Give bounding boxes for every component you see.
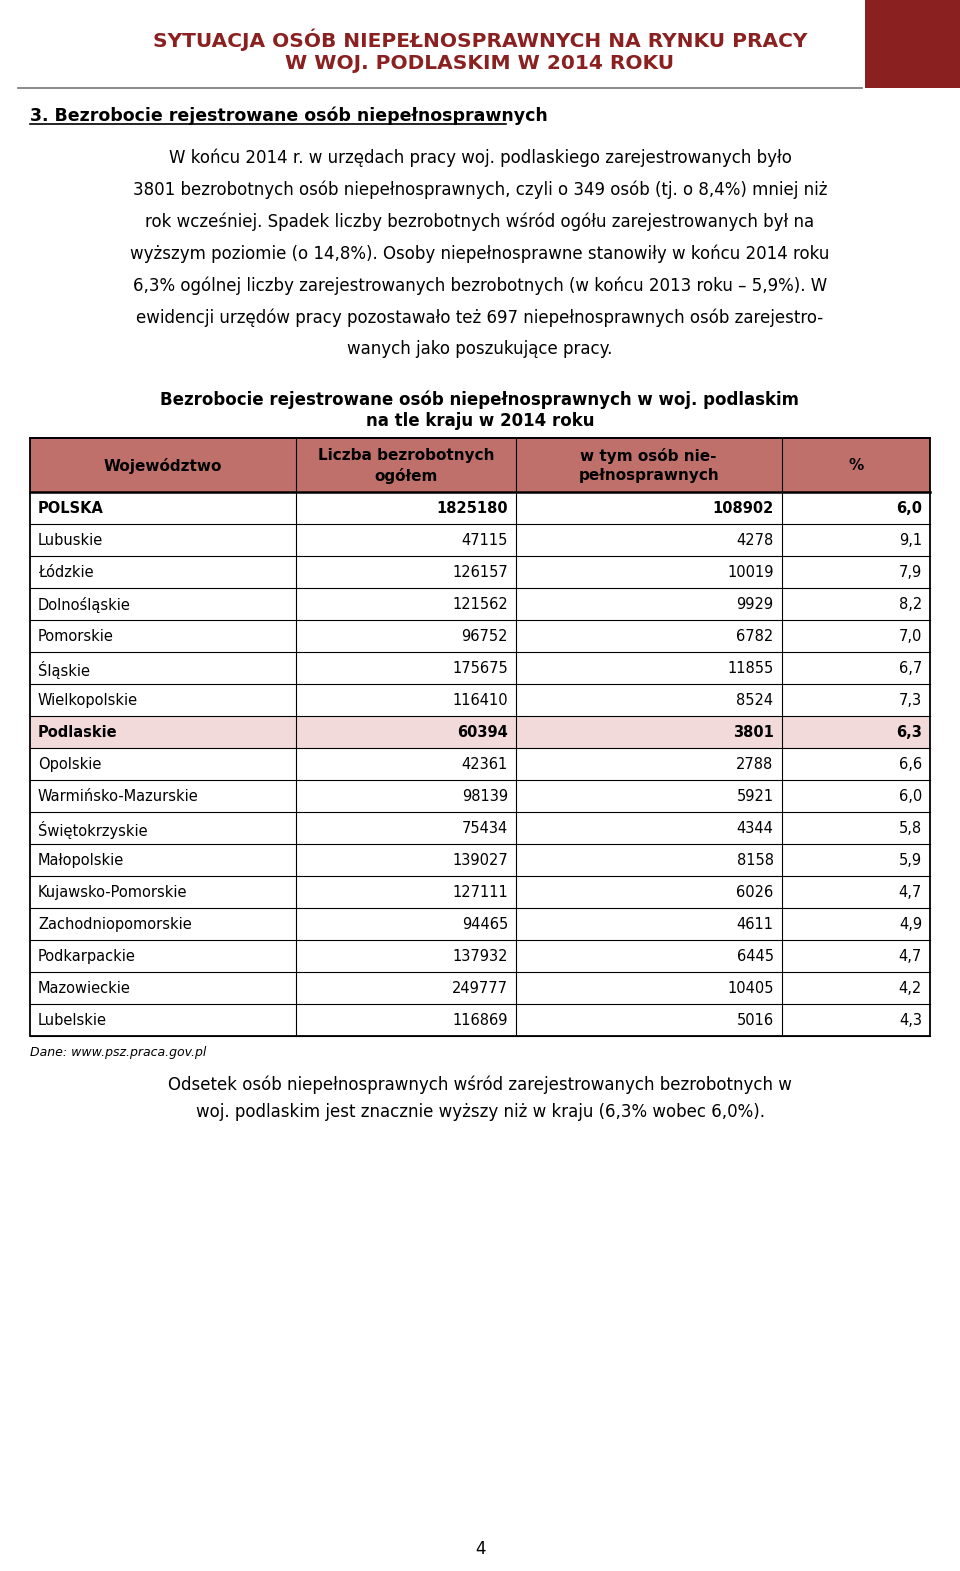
Text: 6,0: 6,0: [899, 789, 922, 804]
Text: 7,0: 7,0: [899, 628, 922, 644]
Text: Odsetek osób niepełnosprawnych wśród zarejestrowanych bezrobotnych w: Odsetek osób niepełnosprawnych wśród zar…: [168, 1076, 792, 1095]
Text: 9929: 9929: [736, 597, 774, 613]
Text: Kujawsko-Pomorskie: Kujawsko-Pomorskie: [38, 884, 187, 900]
Text: 108902: 108902: [712, 501, 774, 515]
Text: Lubuskie: Lubuskie: [38, 533, 104, 548]
Text: Małopolskie: Małopolskie: [38, 853, 124, 869]
Text: Wielkopolskie: Wielkopolskie: [38, 693, 138, 709]
Text: w tym osób nie-: w tym osób nie-: [581, 448, 717, 463]
Text: 2788: 2788: [736, 757, 774, 771]
Text: 4,3: 4,3: [899, 1013, 922, 1027]
Text: 116410: 116410: [452, 693, 508, 709]
Text: Podlaskie: Podlaskie: [38, 724, 118, 740]
Text: Bezrobocie rejestrowane osób niepełnosprawnych w woj. podlaskim: Bezrobocie rejestrowane osób niepełnospr…: [160, 390, 800, 408]
Text: Warmińsko-Mazurskie: Warmińsko-Mazurskie: [38, 789, 199, 804]
Text: 3. Bezrobocie rejestrowane osób niepełnosprawnych: 3. Bezrobocie rejestrowane osób niepełno…: [30, 105, 548, 124]
Text: 9,1: 9,1: [899, 533, 922, 548]
Bar: [30, 438, 930, 492]
Text: 3801 bezrobotnych osób niepełnosprawnych, czyli o 349 osób (tj. o 8,4%) mniej ni: 3801 bezrobotnych osób niepełnosprawnych…: [132, 181, 828, 198]
Text: Województwo: Województwo: [104, 459, 222, 474]
Text: woj. podlaskim jest znacznie wyższy niż w kraju (6,3% wobec 6,0%).: woj. podlaskim jest znacznie wyższy niż …: [196, 1103, 764, 1122]
Text: 137932: 137932: [452, 949, 508, 965]
Text: 4,9: 4,9: [899, 917, 922, 932]
Text: 8158: 8158: [736, 853, 774, 869]
Text: 4611: 4611: [736, 917, 774, 932]
Text: 4,2: 4,2: [899, 980, 922, 996]
Text: wanych jako poszukujące pracy.: wanych jako poszukujące pracy.: [348, 339, 612, 358]
Text: ogółem: ogółem: [374, 468, 438, 484]
Text: 5016: 5016: [736, 1013, 774, 1027]
Text: Podkarpackie: Podkarpackie: [38, 949, 136, 965]
Text: SYTUACJA OSÓB NIEPEŁNOSPRAWNYCH NA RYNKU PRACY: SYTUACJA OSÓB NIEPEŁNOSPRAWNYCH NA RYNKU…: [153, 28, 807, 50]
Text: Mazowieckie: Mazowieckie: [38, 980, 131, 996]
Text: pełnosprawnych: pełnosprawnych: [578, 468, 719, 482]
Text: 175675: 175675: [452, 661, 508, 676]
Bar: [30, 438, 930, 1035]
Text: Liczba bezrobotnych: Liczba bezrobotnych: [318, 448, 494, 463]
Text: 6445: 6445: [736, 949, 774, 965]
Text: Łódzkie: Łódzkie: [38, 566, 94, 580]
Text: 5,9: 5,9: [899, 853, 922, 869]
Text: 98139: 98139: [462, 789, 508, 804]
Text: 139027: 139027: [452, 853, 508, 869]
Text: W WOJ. PODLASKIM W 2014 ROKU: W WOJ. PODLASKIM W 2014 ROKU: [285, 53, 675, 72]
Bar: [30, 716, 930, 748]
Text: 6,7: 6,7: [899, 661, 922, 676]
Text: Dolnośląskie: Dolnośląskie: [38, 597, 131, 613]
Text: Zachodniopomorskie: Zachodniopomorskie: [38, 917, 192, 932]
Text: 42361: 42361: [462, 757, 508, 771]
Text: 94465: 94465: [462, 917, 508, 932]
Text: 4278: 4278: [736, 533, 774, 548]
Text: 249777: 249777: [452, 980, 508, 996]
Text: 10019: 10019: [727, 566, 774, 580]
Text: 6,3: 6,3: [896, 724, 922, 740]
Text: 4344: 4344: [736, 822, 774, 836]
Text: wyższym poziomie (o 14,8%). Osoby niepełnosprawne stanowiły w końcu 2014 roku: wyższym poziomie (o 14,8%). Osoby niepeł…: [131, 244, 829, 262]
Text: Lubelskie: Lubelskie: [38, 1013, 107, 1027]
Bar: [865, 0, 960, 88]
Text: 11855: 11855: [728, 661, 774, 676]
Text: 126157: 126157: [452, 566, 508, 580]
Text: ewidencji urzędów pracy pozostawało też 697 niepełnosprawnych osób zarejestro-: ewidencji urzędów pracy pozostawało też …: [136, 308, 824, 327]
Text: 4,7: 4,7: [899, 884, 922, 900]
Text: 60394: 60394: [457, 724, 508, 740]
Text: 8524: 8524: [736, 693, 774, 709]
Text: 116869: 116869: [452, 1013, 508, 1027]
Text: Opolskie: Opolskie: [38, 757, 102, 771]
Text: 3801: 3801: [732, 724, 774, 740]
Text: W końcu 2014 r. w urzędach pracy woj. podlaskiego zarejestrowanych było: W końcu 2014 r. w urzędach pracy woj. po…: [169, 148, 791, 167]
Text: 75434: 75434: [462, 822, 508, 836]
Text: 4,7: 4,7: [899, 949, 922, 965]
Text: 1825180: 1825180: [437, 501, 508, 515]
Text: Świętokrzyskie: Świętokrzyskie: [38, 822, 148, 839]
Text: Pomorskie: Pomorskie: [38, 628, 114, 644]
Text: 10405: 10405: [727, 980, 774, 996]
Text: 127111: 127111: [452, 884, 508, 900]
Text: 7,3: 7,3: [899, 693, 922, 709]
Text: 5921: 5921: [736, 789, 774, 804]
Text: 47115: 47115: [462, 533, 508, 548]
Text: POLSKA: POLSKA: [38, 501, 104, 515]
Text: 8,2: 8,2: [899, 597, 922, 613]
Text: 6,0: 6,0: [896, 501, 922, 515]
Text: 4: 4: [475, 1540, 485, 1558]
Text: 121562: 121562: [452, 597, 508, 613]
Text: 7,9: 7,9: [899, 566, 922, 580]
Text: Dane: www.psz.praca.gov.pl: Dane: www.psz.praca.gov.pl: [30, 1046, 206, 1059]
Text: 6,6: 6,6: [899, 757, 922, 771]
Text: 6,3% ogólnej liczby zarejestrowanych bezrobotnych (w końcu 2013 roku – 5,9%). W: 6,3% ogólnej liczby zarejestrowanych bez…: [132, 276, 828, 294]
Text: na tle kraju w 2014 roku: na tle kraju w 2014 roku: [366, 412, 594, 430]
Text: 6782: 6782: [736, 628, 774, 644]
Text: Śląskie: Śląskie: [38, 661, 90, 679]
Text: 6026: 6026: [736, 884, 774, 900]
Text: rok wcześniej. Spadek liczby bezrobotnych wśród ogółu zarejestrowanych był na: rok wcześniej. Spadek liczby bezrobotnyc…: [145, 212, 815, 231]
Text: %: %: [848, 459, 863, 473]
Text: 5,8: 5,8: [899, 822, 922, 836]
Text: 96752: 96752: [462, 628, 508, 644]
